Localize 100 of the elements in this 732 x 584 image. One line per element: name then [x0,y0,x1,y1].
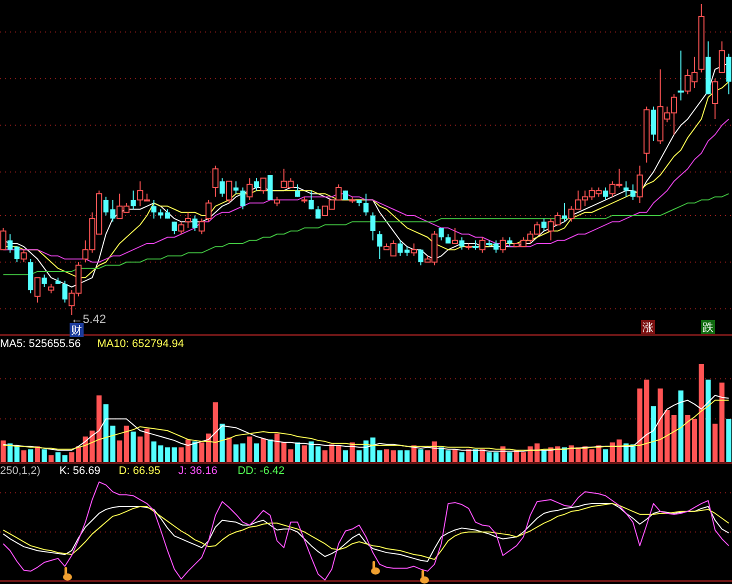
bar [602,449,608,462]
bar [384,449,390,462]
bar [507,452,512,462]
text: D: 66.95 [118,465,160,477]
candlestick [206,199,212,222]
candlestick [14,246,20,263]
candlestick [0,227,6,250]
bar [671,414,677,462]
bar [8,443,13,462]
candlestick [212,165,218,198]
candlestick [130,190,136,210]
candlestick [630,184,636,200]
candlestick [410,242,417,256]
bar [260,438,266,462]
bar [294,442,300,462]
bar [164,447,170,462]
bar [712,424,718,462]
candlestick [602,186,608,200]
candlestick [220,178,225,198]
text: J: 36.16 [178,465,218,477]
candlestick [636,165,643,204]
candlestick [507,236,512,248]
bar [0,440,6,462]
bar [144,428,150,462]
candlestick [151,199,156,220]
candlestick [718,40,725,73]
candlestick [172,221,177,235]
text: MA5: 525655.56 [0,338,81,350]
bar [212,402,218,462]
candlestick [712,78,718,120]
bar [42,449,47,462]
bar [124,426,130,462]
candlestick [438,227,444,241]
candlestick [42,274,47,288]
bar [117,440,122,462]
candlestick [8,234,13,254]
bar [698,364,704,462]
candlestick [452,227,458,244]
bar [425,450,430,462]
candlestick [192,214,198,232]
text: 涨 [642,322,654,334]
candlestick [541,218,547,232]
bar [650,406,656,462]
bar [62,455,68,462]
bar [130,432,136,462]
bar [452,449,458,462]
annotation: ←5.42 [70,312,106,326]
candlestick [624,180,629,198]
candlestick [377,230,382,260]
candlestick [48,283,54,294]
candlestick [254,178,260,192]
bar [302,445,307,462]
bar [692,418,698,462]
candlestick [294,184,300,198]
bar [220,424,225,462]
bar [268,439,273,462]
text: MA10: 652794.94 [97,338,184,350]
text: K: 56.69 [59,465,100,477]
candlestick [446,234,451,244]
candlestick [20,249,27,263]
bar [21,450,26,462]
candlestick [158,208,164,220]
bar [172,447,177,462]
text: 跌 [702,322,714,334]
bar [138,436,143,462]
candlestick [308,190,314,210]
text: 财 [71,324,82,337]
bar [685,414,690,462]
candlestick [226,180,232,204]
candlestick [233,180,239,194]
candlestick [370,212,376,241]
candlestick [260,178,266,194]
bar [342,450,348,462]
candlestick [178,221,184,235]
candlestick [246,178,253,200]
candlestick [34,277,41,304]
candlestick [418,249,424,266]
candlestick [363,193,369,216]
bar [390,450,396,462]
bar [706,380,711,462]
candlestick [342,190,348,200]
bar [678,390,684,462]
candlestick [62,280,68,304]
bar [459,452,464,462]
bar [247,436,252,462]
bar [418,449,424,462]
candlestick [198,218,205,235]
text: DD: -6.42 [238,465,285,477]
bar [28,449,34,462]
bar [726,418,732,462]
bar [192,441,198,462]
candlestick [274,196,280,207]
bar [719,382,724,462]
candlestick [240,186,246,210]
bar [55,452,61,462]
bar [541,450,547,462]
bar [254,443,260,462]
chart-title: 250,1,2) [0,465,40,477]
candlestick [562,202,568,222]
candlestick [184,212,192,228]
